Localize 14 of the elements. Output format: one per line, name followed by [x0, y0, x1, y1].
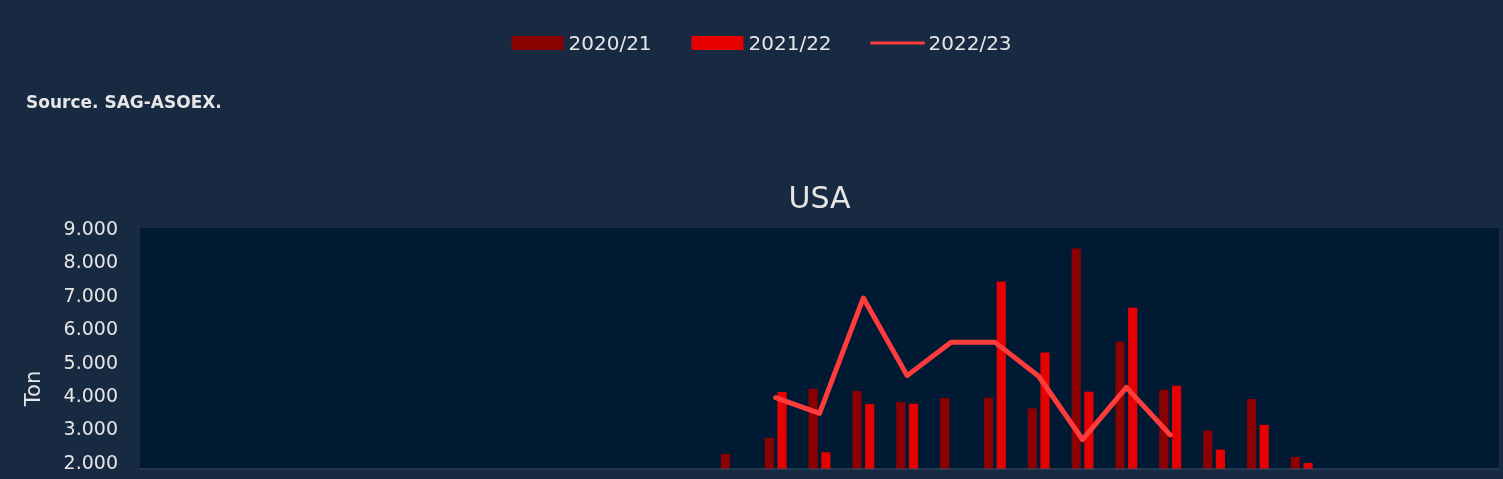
y-tick-label: 8.000 [63, 250, 118, 273]
y-tick-label: 9.000 [63, 216, 118, 239]
legend-label: 2021/22 [748, 31, 832, 55]
y-axis-title: Ton [21, 370, 45, 408]
source-note: Source. SAG-ASOEX. [26, 91, 222, 112]
y-tick-label: 6.000 [63, 317, 118, 340]
y-tick-label: 2.000 [63, 450, 118, 473]
y-tick-label: 5.000 [63, 350, 118, 373]
chart-title: USA [788, 179, 852, 215]
y-tick-label: 7.000 [63, 283, 118, 306]
y-tick-label: 4.000 [63, 384, 118, 407]
legend-label: 2020/21 [568, 31, 652, 55]
y-tick-label: 3.000 [63, 417, 118, 440]
legend-label: 2022/23 [928, 31, 1012, 55]
